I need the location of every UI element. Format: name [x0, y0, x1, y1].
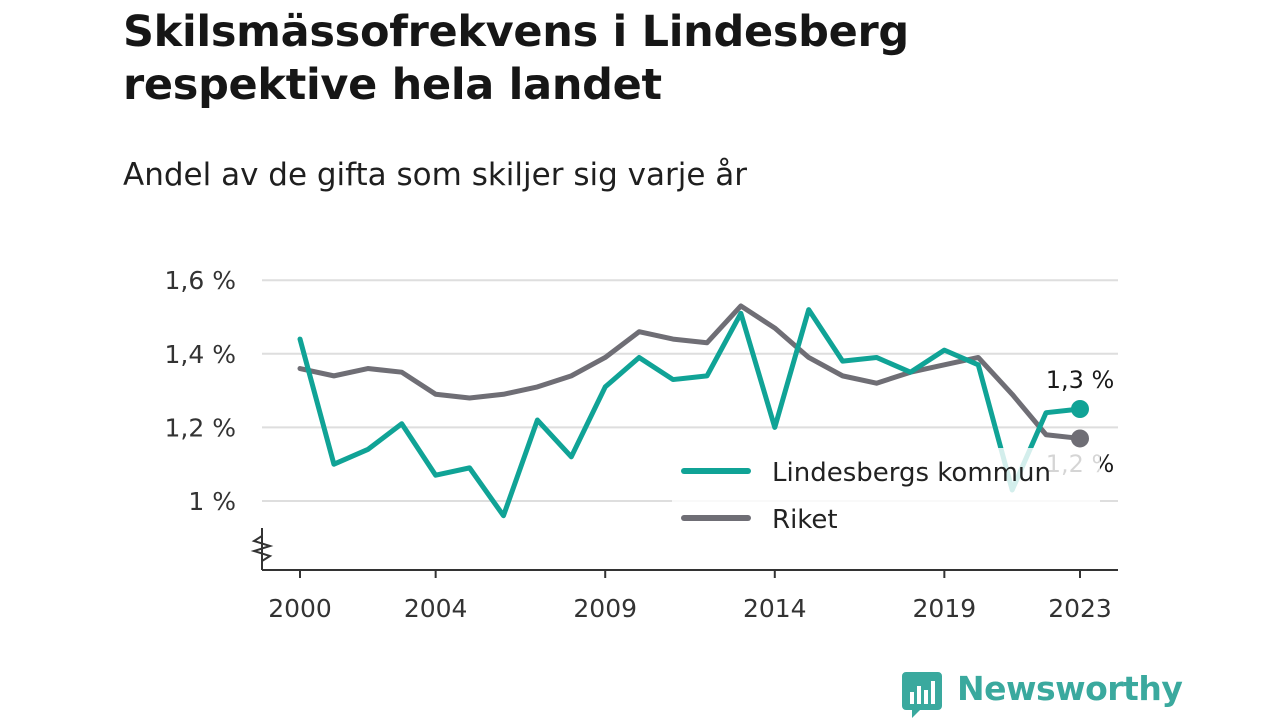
y-tick-label: 1,2 % [165, 413, 236, 442]
legend-label-lindesberg: Lindesbergs kommun [772, 458, 1051, 488]
chart-subtitle: Andel av de gifta som skiljer sig varje … [123, 157, 747, 193]
y-tick-label: 1,4 % [165, 340, 236, 369]
y-tick-labels: 1 % 1,2 % 1,4 % 1,6 % [165, 266, 236, 516]
end-point-lindesberg [1071, 400, 1089, 418]
brand-logo-text: Newsworthy [957, 669, 1183, 708]
x-tick-label: 2009 [573, 594, 637, 623]
y-tick-label: 1,6 % [165, 266, 236, 295]
series-line-riket [297, 303, 1083, 441]
bar-chart-icon [902, 672, 942, 718]
y-tick-label: 1 % [188, 487, 236, 516]
x-axis: 2000 2004 2009 2014 2019 2023 [250, 528, 1118, 623]
legend: Lindesbergs kommun Riket [672, 448, 1100, 546]
end-point-riket [1071, 429, 1089, 448]
legend-background [672, 448, 1100, 546]
x-tick-label: 2004 [404, 594, 468, 623]
chart-title: Skilsmässofrekvens i Lindesberg respekti… [123, 7, 909, 110]
axis-break-icon [250, 528, 274, 570]
x-tick-label: 2023 [1048, 594, 1112, 623]
series-line-lindesberg [297, 307, 1083, 519]
x-tick-label: 2019 [913, 594, 977, 623]
x-tick-label: 2014 [743, 594, 807, 623]
x-tick-label: 2000 [268, 594, 332, 623]
series-lines [297, 303, 1089, 519]
end-label-lindesberg: 1,3 % [1046, 366, 1115, 394]
legend-label-riket: Riket [772, 505, 838, 535]
